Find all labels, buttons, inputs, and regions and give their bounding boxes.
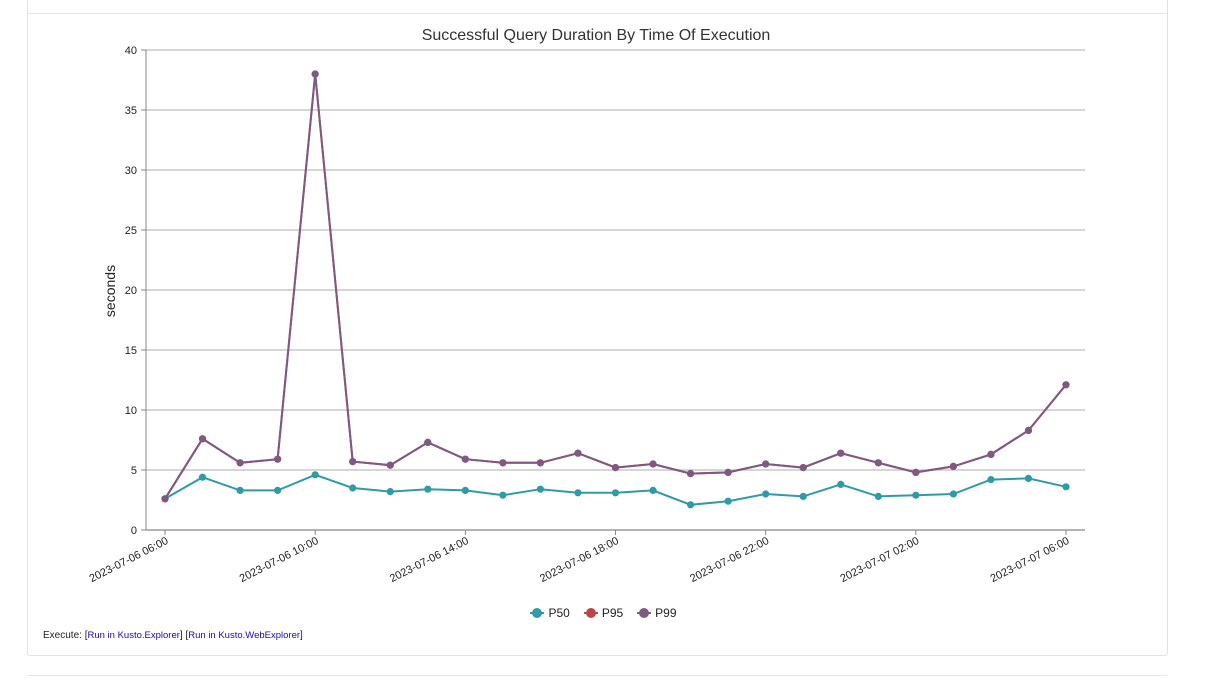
chart-panel (27, 0, 1168, 656)
legend-item-p99[interactable]: P99 (637, 606, 677, 620)
legend-marker-icon (530, 608, 545, 618)
x-tick-label: 2023-07-06 06:00 (88, 535, 171, 585)
series-line-p95 (164, 73, 1067, 500)
data-point-p50[interactable] (499, 491, 507, 499)
data-point-p50[interactable] (274, 486, 282, 494)
y-tick-label: 25 (125, 225, 137, 237)
data-point-p99[interactable] (837, 449, 845, 457)
data-point-p99[interactable] (236, 459, 244, 467)
series-line-p99 (164, 73, 1067, 500)
data-point-p99[interactable] (1024, 426, 1033, 434)
data-point-p99[interactable] (799, 464, 807, 472)
data-point-p50[interactable] (386, 488, 394, 496)
data-point-p99[interactable] (912, 468, 920, 476)
data-point-p99[interactable] (536, 459, 545, 467)
data-point-p50[interactable] (236, 486, 244, 494)
y-tick-label: 35 (125, 105, 137, 117)
execute-links: Execute: [Run in Kusto.Explorer] [Run in… (43, 630, 303, 641)
axes: 0 5 10 15 20 25 30 35 40 2023-07-06 06:00 2023-07-… (88, 45, 1072, 585)
data-point-p99[interactable] (987, 450, 995, 458)
data-point-p99[interactable] (386, 461, 394, 469)
data-point-p50[interactable] (1062, 483, 1070, 491)
data-point-p99[interactable] (762, 460, 770, 468)
legend-label: P99 (655, 606, 677, 620)
data-point-p99[interactable] (1062, 381, 1070, 389)
data-point-p99[interactable] (686, 470, 695, 478)
legend-item-p95[interactable]: P95 (583, 606, 624, 620)
data-point-p50[interactable] (912, 491, 920, 499)
y-tick-label: 40 (125, 45, 137, 57)
data-point-p50[interactable] (349, 484, 357, 492)
y-tick-label: 0 (131, 525, 137, 537)
y-tick-label: 5 (131, 465, 137, 477)
run-in-kusto-explorer-link[interactable]: Run in Kusto.Explorer (87, 630, 180, 641)
x-tick-label: 2023-07-06 14:00 (388, 535, 471, 585)
data-point-p50[interactable] (799, 492, 807, 500)
data-point-p99[interactable] (649, 460, 657, 468)
y-axis-label: seconds (102, 265, 118, 317)
legend-item-p50[interactable]: P50 (530, 606, 570, 620)
data-point-p50[interactable] (987, 476, 995, 484)
y-tick-label: 20 (125, 285, 137, 297)
data-point-p99[interactable] (574, 449, 582, 457)
data-point-p50[interactable] (536, 485, 545, 493)
data-point-p99[interactable] (424, 438, 432, 446)
data-point-p50[interactable] (762, 490, 770, 498)
x-tick-label: 2023-07-06 22:00 (688, 535, 771, 585)
data-point-p50[interactable] (649, 486, 657, 494)
x-tick-label: 2023-07-06 18:00 (538, 535, 621, 585)
y-tick-label: 10 (125, 405, 137, 417)
data-point-p99[interactable] (499, 459, 507, 467)
y-tick-label: 15 (125, 345, 137, 357)
chart-title: Successful Query Duration By Time Of Exe… (422, 27, 771, 44)
data-point-p99[interactable] (949, 462, 957, 470)
x-tick-label: 2023-07-07 02:00 (838, 535, 921, 585)
data-point-p99[interactable] (311, 70, 319, 78)
data-point-p50[interactable] (837, 480, 845, 488)
data-point-p99[interactable] (349, 458, 357, 466)
y-tick-label: 30 (125, 165, 137, 177)
series (161, 70, 1070, 509)
run-in-kusto-webexplorer-link[interactable]: Run in Kusto.WebExplorer (188, 630, 301, 641)
legend: P50 P95 P99 (0, 606, 1207, 621)
data-point-p50[interactable] (198, 473, 207, 481)
gridlines (146, 49, 1085, 531)
data-point-p50[interactable] (874, 492, 882, 500)
legend-label: P95 (601, 606, 624, 620)
x-tick-label: 2023-07-06 10:00 (238, 535, 321, 585)
data-point-p50[interactable] (611, 489, 620, 497)
execute-label: Execute: (43, 630, 82, 641)
data-point-p50[interactable] (1024, 474, 1033, 482)
legend-marker-icon (583, 608, 598, 618)
data-point-p50[interactable] (461, 486, 469, 494)
header-divider (27, 13, 1167, 14)
data-point-p50[interactable] (311, 471, 319, 479)
legend-label: P50 (548, 606, 570, 620)
data-point-p99[interactable] (198, 435, 207, 443)
legend-marker-icon (637, 608, 652, 618)
data-point-p99[interactable] (724, 468, 732, 476)
data-point-p50[interactable] (949, 490, 957, 498)
data-point-p50[interactable] (724, 497, 732, 505)
data-point-p50[interactable] (574, 489, 582, 497)
data-point-p99[interactable] (461, 455, 469, 463)
bottom-divider (27, 675, 1167, 676)
data-point-p50[interactable] (424, 485, 432, 493)
data-point-p99[interactable] (874, 459, 882, 467)
x-tick-label: 2023-07-07 06:00 (989, 535, 1072, 585)
data-point-p50[interactable] (686, 501, 695, 509)
data-point-p99[interactable] (274, 455, 282, 463)
data-point-p99[interactable] (611, 464, 620, 472)
data-point-p99[interactable] (161, 495, 169, 503)
